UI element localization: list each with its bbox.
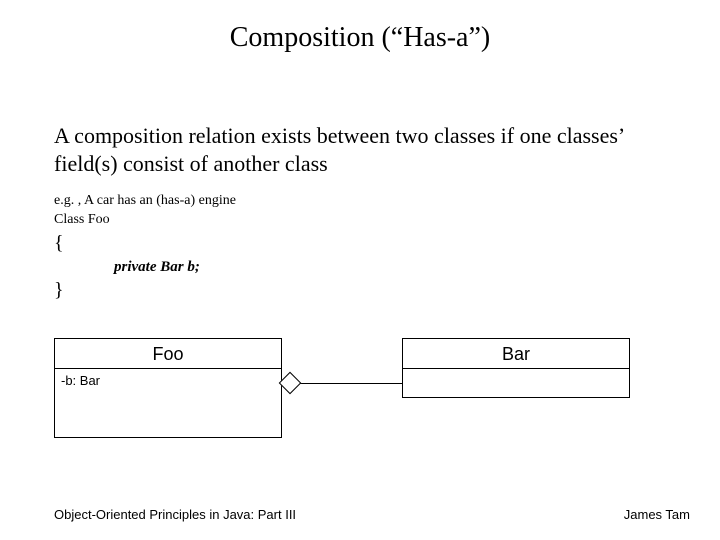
slide: Composition (“Has-a”) A composition rela… — [0, 0, 720, 540]
code-close-brace: } — [54, 277, 666, 304]
footer-left: Object-Oriented Principles in Java: Part… — [54, 507, 296, 522]
uml-class-foo: Foo -b: Bar — [54, 338, 282, 438]
code-block: e.g. , A car has an (has-a) engine Class… — [54, 192, 666, 304]
footer-right: James Tam — [624, 507, 690, 522]
uml-class-bar-empty — [403, 369, 629, 377]
uml-class-foo-title: Foo — [55, 339, 281, 369]
uml-class-foo-field: -b: Bar — [55, 369, 281, 392]
code-open-brace: { — [54, 230, 666, 257]
code-line-example: e.g. , A car has an (has-a) engine — [54, 192, 666, 211]
body-text: A composition relation exists between tw… — [54, 122, 666, 177]
uml-aggregation-diamond-icon — [279, 372, 302, 395]
code-line-classdecl: Class Foo — [54, 211, 666, 230]
code-inner-line: private Bar b; — [54, 257, 666, 277]
uml-connector-line — [298, 383, 402, 384]
slide-title: Composition (“Has-a”) — [0, 22, 720, 54]
uml-class-bar: Bar — [402, 338, 630, 398]
uml-class-bar-title: Bar — [403, 339, 629, 369]
uml-diagram: Foo -b: Bar Bar — [54, 338, 666, 458]
